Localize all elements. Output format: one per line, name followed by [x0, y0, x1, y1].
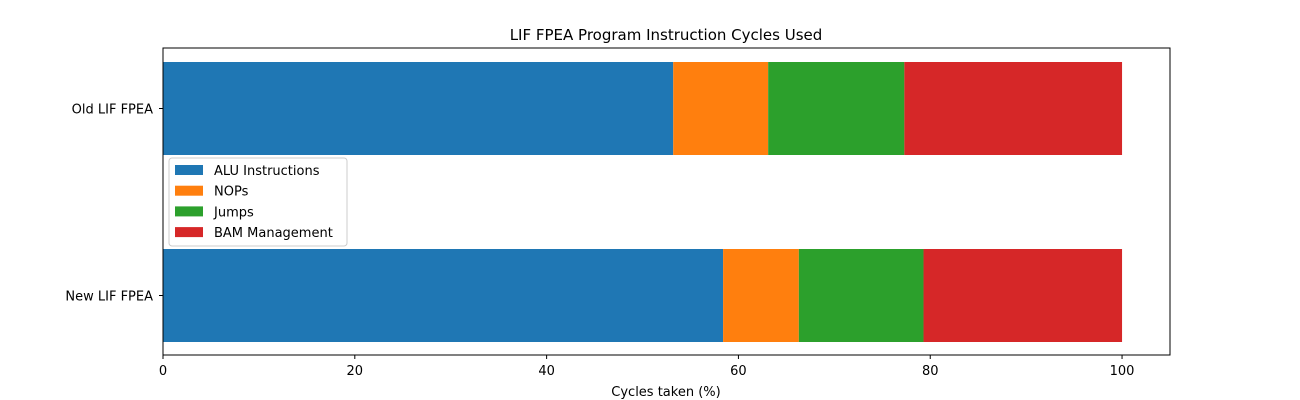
bar-1-2 — [798, 249, 924, 342]
x-axis-label: Cycles taken (%) — [611, 385, 720, 400]
legend-label-0: ALU Instructions — [214, 164, 320, 179]
legend-label-1: NOPs — [214, 185, 249, 200]
x-tick-label-0: 0 — [159, 364, 167, 379]
bar-0-0 — [163, 62, 674, 155]
bar-0-3 — [904, 62, 1123, 155]
bar-0-1 — [673, 62, 769, 155]
x-tick-label-3: 60 — [730, 364, 747, 379]
bar-0-2 — [768, 62, 905, 155]
legend-swatch-2 — [175, 206, 203, 217]
y-tick-label-1: New LIF FPEA — [65, 290, 153, 305]
legend-swatch-0 — [175, 165, 203, 175]
legend-box — [168, 157, 348, 247]
bar-1-3 — [923, 249, 1123, 342]
legend-swatch-1 — [175, 185, 203, 196]
legend-swatch-3 — [175, 227, 203, 238]
x-tick-label-4: 80 — [922, 364, 939, 379]
y-tick-label-0: Old LIF FPEA — [72, 103, 153, 118]
x-tick-label-1: 20 — [347, 364, 364, 379]
legend-label-2: Jumps — [213, 205, 254, 220]
x-tick-label-2: 40 — [538, 364, 555, 379]
legend: ALU Instructions NOPs Jumps BAM Management — [168, 157, 348, 247]
legend-label-3: BAM Management — [214, 226, 333, 241]
bars-group — [163, 62, 1123, 342]
bar-1-0 — [163, 249, 724, 342]
plot-frame — [162, 47, 1171, 356]
bar-1-1 — [723, 249, 799, 342]
chart-title: LIF FPEA Program Instruction Cycles Used — [510, 26, 823, 44]
x-tick-label-5: 100 — [1110, 364, 1135, 379]
y-ticks-group: Old LIF FPEA New LIF FPEA — [65, 103, 163, 305]
x-ticks-group: 0 20 40 60 80 100 — [159, 355, 1135, 379]
